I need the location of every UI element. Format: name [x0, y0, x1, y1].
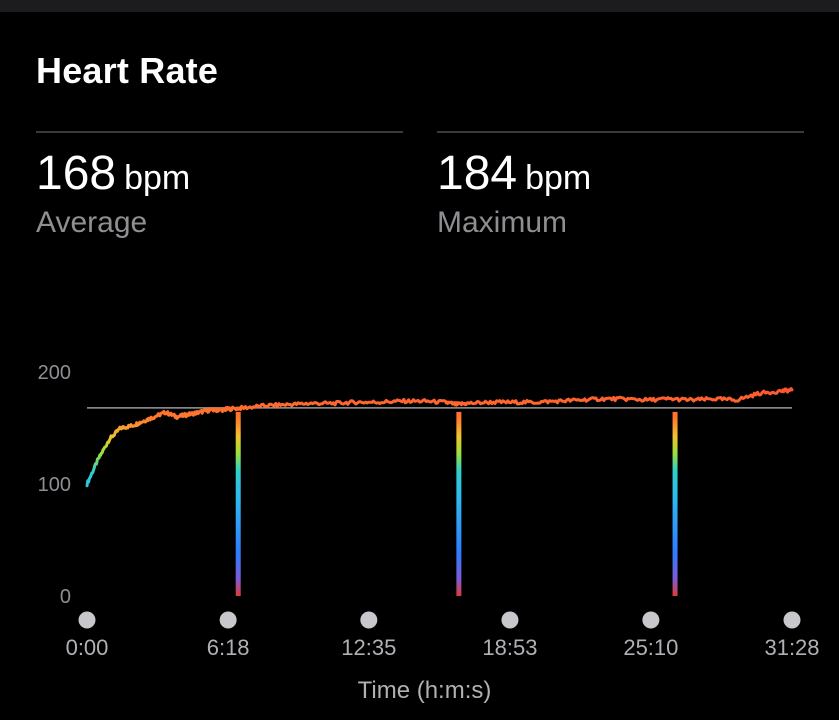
x-tick-label: 6:18 [207, 635, 250, 660]
divider-left [36, 131, 403, 133]
x-axis-dot [642, 611, 660, 629]
average-unit: bpm [124, 159, 191, 197]
pause-markers [235, 411, 678, 596]
y-tick-label: 0 [60, 586, 71, 608]
x-axis-dot [501, 611, 519, 629]
average-value: 168 [36, 147, 117, 200]
heart-rate-chart: 200 100 0 0:00 6:18 12:35 18:53 25:10 31:28 Tim… [38, 362, 820, 704]
x-axis-dots [78, 611, 801, 629]
heart-rate-series-line [85, 387, 794, 488]
x-axis-title: Time (h:m:s) [358, 677, 492, 704]
x-axis-dot [219, 611, 237, 629]
page-title: Heart Rate [36, 50, 219, 91]
average-label: Average [36, 206, 148, 239]
x-tick-label: 31:28 [764, 635, 819, 660]
x-axis-dot [360, 611, 378, 629]
top-strip [0, 0, 839, 12]
x-tick-label: 25:10 [623, 635, 678, 660]
x-axis-dot [78, 611, 96, 629]
maximum-stat: 184 bpm [437, 146, 591, 201]
average-stat: 168 bpm [36, 146, 190, 201]
y-tick-label: 200 [38, 362, 71, 384]
y-axis-ticks: 200 100 0 [38, 362, 71, 608]
x-tick-label: 18:53 [482, 635, 537, 660]
maximum-unit: bpm [525, 159, 592, 197]
y-tick-label: 100 [38, 474, 71, 496]
x-axis-dot [783, 611, 801, 629]
x-tick-label: 12:35 [341, 635, 396, 660]
x-tick-label: 0:00 [66, 635, 109, 660]
x-axis-ticks: 0:00 6:18 12:35 18:53 25:10 31:28 [66, 635, 820, 660]
maximum-value: 184 [437, 147, 518, 200]
maximum-label: Maximum [437, 206, 568, 239]
divider-right [437, 131, 804, 133]
